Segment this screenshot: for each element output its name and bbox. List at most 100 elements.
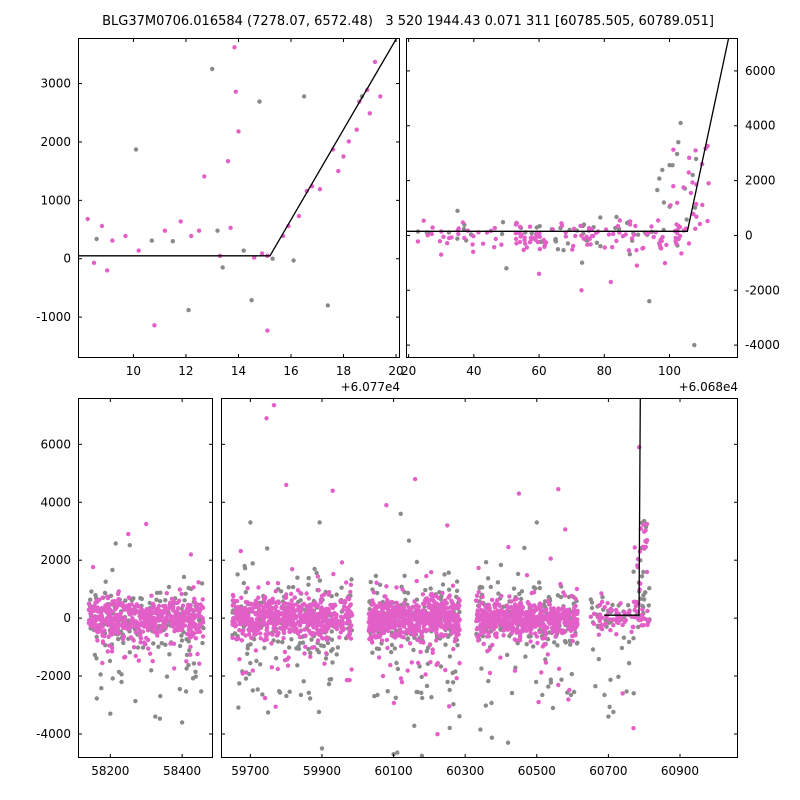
- scatter-point-pink: [121, 634, 127, 639]
- scatter-point-pink: [416, 622, 421, 627]
- scatter-point-pink: [687, 155, 692, 160]
- scatter-point-pink: [428, 660, 433, 665]
- scatter-point-gray: [657, 176, 662, 181]
- scatter-point-pink: [171, 604, 176, 609]
- scatter-point-pink: [644, 231, 649, 237]
- scatter-point-pink: [348, 582, 354, 587]
- scatter-point-gray: [273, 656, 279, 661]
- scatter-point-gray: [199, 581, 205, 586]
- scatter-point-pink: [153, 616, 159, 622]
- scatter-point-gray: [537, 585, 542, 591]
- scatter-point-gray: [108, 711, 113, 716]
- scatter-point-pink: [668, 203, 673, 208]
- scatter-point-pink: [146, 646, 151, 651]
- scatter-point-gray: [424, 648, 429, 654]
- scatter-point-gray: [420, 695, 425, 701]
- scatter-point-gray: [546, 684, 551, 689]
- scatter-point-pink: [641, 623, 646, 628]
- scatter-point-gray: [505, 652, 510, 658]
- scatter-point-pink: [274, 629, 279, 634]
- scatter-point-gray: [309, 637, 314, 642]
- scatter-point-pink: [644, 539, 649, 545]
- scatter-point-pink: [513, 236, 519, 242]
- scatter-point-gray: [563, 640, 568, 645]
- scatter-point-pink: [163, 603, 168, 609]
- scatter-point-pink: [563, 616, 568, 621]
- scatter-point-gray: [624, 689, 629, 694]
- scatter-point-pink: [518, 606, 523, 611]
- scatter-point-gray: [515, 571, 521, 577]
- scatter-point-pink: [91, 260, 97, 265]
- scatter-point-pink: [150, 623, 155, 628]
- scatter-point-pink: [86, 620, 92, 626]
- scatter-point-gray: [287, 645, 292, 650]
- scatter-point-gray: [406, 538, 412, 543]
- scatter-point-pink: [434, 601, 439, 606]
- scatter-point-pink: [236, 129, 241, 134]
- scatter-point-pink: [631, 726, 636, 731]
- scatter-point-pink: [645, 608, 650, 614]
- scatter-point-pink: [146, 637, 151, 643]
- scatter-point-pink: [629, 236, 635, 241]
- scatter-point-gray: [250, 561, 255, 566]
- scatter-point-pink: [200, 616, 205, 621]
- scatter-point-pink: [304, 591, 309, 596]
- scatter-point-pink: [501, 633, 506, 638]
- scatter-point-pink: [171, 641, 177, 646]
- scatter-point-pink: [114, 612, 120, 618]
- scatter-point-gray: [290, 584, 296, 590]
- scatter-point-gray: [642, 518, 647, 524]
- scatter-point-pink: [602, 605, 607, 610]
- scatter-point-gray: [678, 120, 683, 126]
- y-tick-label: 4000: [40, 495, 71, 509]
- scatter-point-gray: [296, 646, 302, 651]
- scatter-point-pink: [290, 567, 295, 572]
- data-layer: [78, 38, 398, 333]
- scatter-point-pink: [543, 660, 549, 665]
- scatter-point-pink: [192, 596, 197, 601]
- scatter-point-pink: [116, 597, 121, 602]
- scatter-point-pink: [148, 616, 154, 621]
- scatter-point-pink: [436, 606, 441, 612]
- scatter-point-pink: [234, 598, 240, 604]
- scatter-point-pink: [305, 607, 311, 613]
- scatter-point-pink: [108, 614, 113, 619]
- scatter-point-pink: [102, 628, 107, 633]
- scatter-point-pink: [395, 621, 400, 626]
- scatter-point-pink: [634, 263, 640, 268]
- scatter-point-pink: [633, 223, 638, 229]
- y-tick-label: -4000: [745, 338, 780, 352]
- scatter-point-gray: [614, 214, 619, 220]
- scatter-point-pink: [372, 59, 378, 65]
- scatter-point-pink: [584, 234, 589, 239]
- scatter-point-pink: [416, 604, 421, 609]
- scatter-point-pink: [456, 632, 461, 637]
- scatter-point-pink: [608, 279, 613, 285]
- scatter-point-gray: [133, 698, 138, 704]
- scatter-point-pink: [537, 605, 542, 610]
- scatter-point-gray: [453, 669, 458, 674]
- scatter-point-pink: [677, 233, 683, 239]
- scatter-point-pink: [558, 581, 563, 587]
- scatter-point-pink: [186, 624, 192, 629]
- scatter-point-gray: [631, 691, 636, 696]
- scatter-point-pink: [309, 602, 314, 607]
- scatter-point-pink: [453, 636, 458, 641]
- scatter-point-pink: [390, 620, 396, 626]
- scatter-point-gray: [317, 520, 322, 525]
- scatter-point-pink: [303, 633, 308, 638]
- scatter-point-gray: [596, 656, 601, 662]
- scatter-point-pink: [438, 620, 443, 626]
- scatter-point-pink: [493, 602, 498, 607]
- scatter-point-pink: [486, 602, 492, 608]
- scatter-point-pink: [130, 616, 135, 621]
- scatter-point-gray: [561, 248, 566, 253]
- scatter-point-pink: [457, 598, 462, 603]
- x-tick-label: 60: [531, 364, 546, 378]
- scatter-point-gray: [690, 172, 695, 178]
- scatter-point-pink: [196, 614, 201, 619]
- scatter-point-pink: [100, 595, 105, 600]
- scatter-point-gray: [504, 266, 509, 271]
- scatter-point-pink: [391, 700, 397, 706]
- scatter-point-pink: [477, 633, 482, 638]
